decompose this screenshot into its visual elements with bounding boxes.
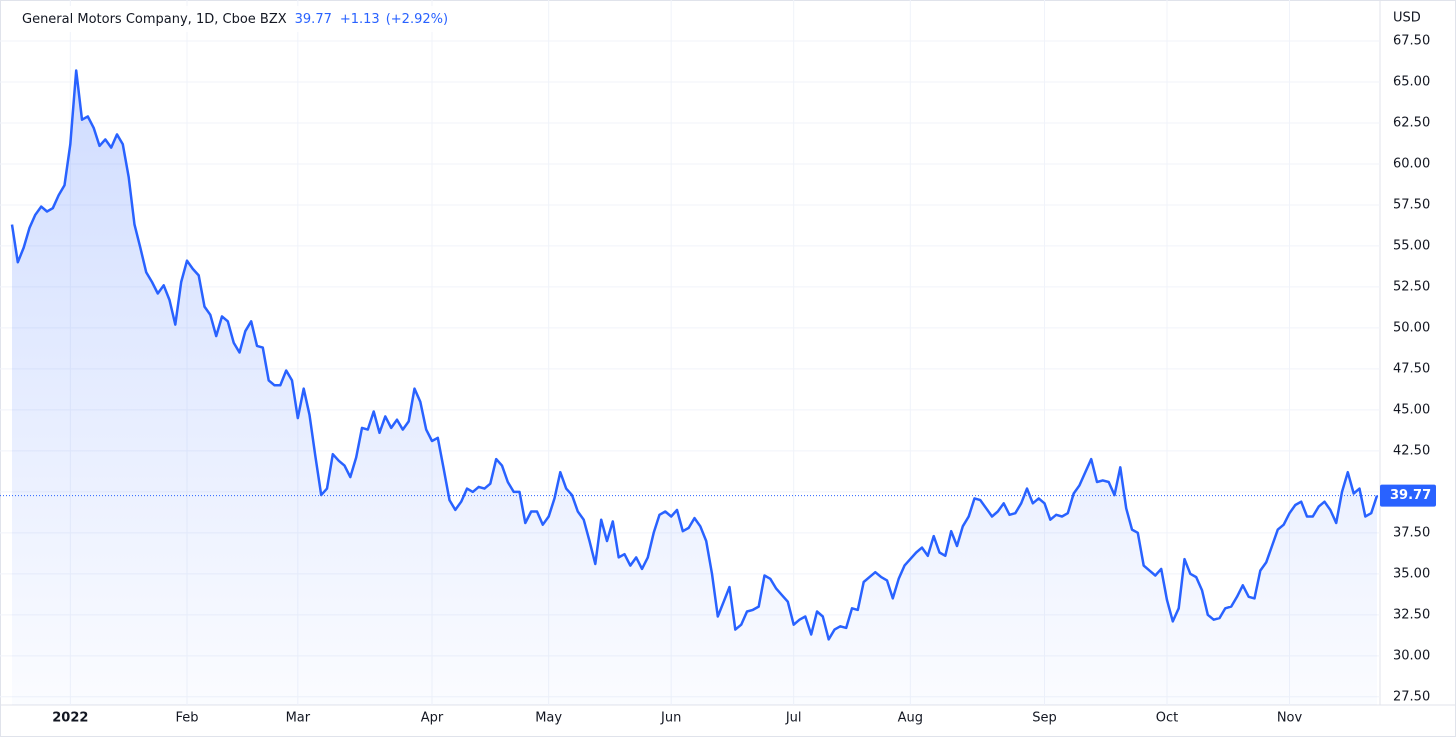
y-tick-label: 35.00: [1393, 566, 1430, 581]
x-tick-label: Nov: [1277, 711, 1303, 726]
x-tick-label: Mar: [286, 711, 311, 726]
y-tick-label: 50.00: [1393, 320, 1430, 335]
y-tick-label: 30.00: [1393, 648, 1430, 663]
y-tick-label: 42.50: [1393, 443, 1430, 458]
x-tick-label: Apr: [421, 711, 444, 726]
symbol-title: General Motors Company, 1D, Cboe BZX 39.7…: [22, 12, 448, 27]
y-tick-label: 32.50: [1393, 607, 1430, 622]
last-price-tag: [1380, 484, 1436, 507]
y-tick-label: 65.00: [1393, 74, 1430, 89]
change: +1.13: [340, 12, 380, 27]
y-tick-label: 47.50: [1393, 361, 1430, 376]
y-tick-label: 55.00: [1393, 238, 1430, 253]
legend-bg: [12, 6, 462, 32]
y-tick-label: 67.50: [1393, 33, 1430, 48]
price-line: [10, 69, 1379, 641]
x-tick-label: Jun: [660, 711, 681, 726]
x-tick-label: 2022: [52, 711, 88, 726]
last-price-label: 39.77: [1390, 488, 1431, 503]
plot: [0, 69, 1380, 705]
y-tick-label: 62.50: [1393, 115, 1430, 130]
y-tick-label: 57.50: [1393, 197, 1430, 212]
x-tick-label: Feb: [175, 711, 198, 726]
price: 39.77: [295, 12, 332, 27]
x-tick-label: Sep: [1032, 711, 1057, 726]
change-pct: (+2.92%): [386, 12, 448, 27]
area: [12, 70, 1377, 705]
x-tick-label: Oct: [1156, 711, 1178, 726]
y-tick-label: 60.00: [1393, 156, 1430, 171]
y-tick-label: 52.50: [1393, 279, 1430, 294]
x-tick-label: Aug: [898, 711, 923, 726]
x-tick-label: May: [535, 711, 562, 726]
y-tick-label: 45.00: [1393, 402, 1430, 417]
x-tick-label: Jul: [785, 711, 802, 726]
y-tick-label: 27.50: [1393, 689, 1430, 704]
axes: 27.5030.0032.5035.0037.5040.0042.5045.00…: [52, 33, 1436, 726]
currency: USD: [1393, 11, 1421, 26]
y-tick-label: 37.50: [1393, 525, 1430, 540]
title: General Motors Company, 1D, Cboe BZX: [22, 12, 287, 27]
